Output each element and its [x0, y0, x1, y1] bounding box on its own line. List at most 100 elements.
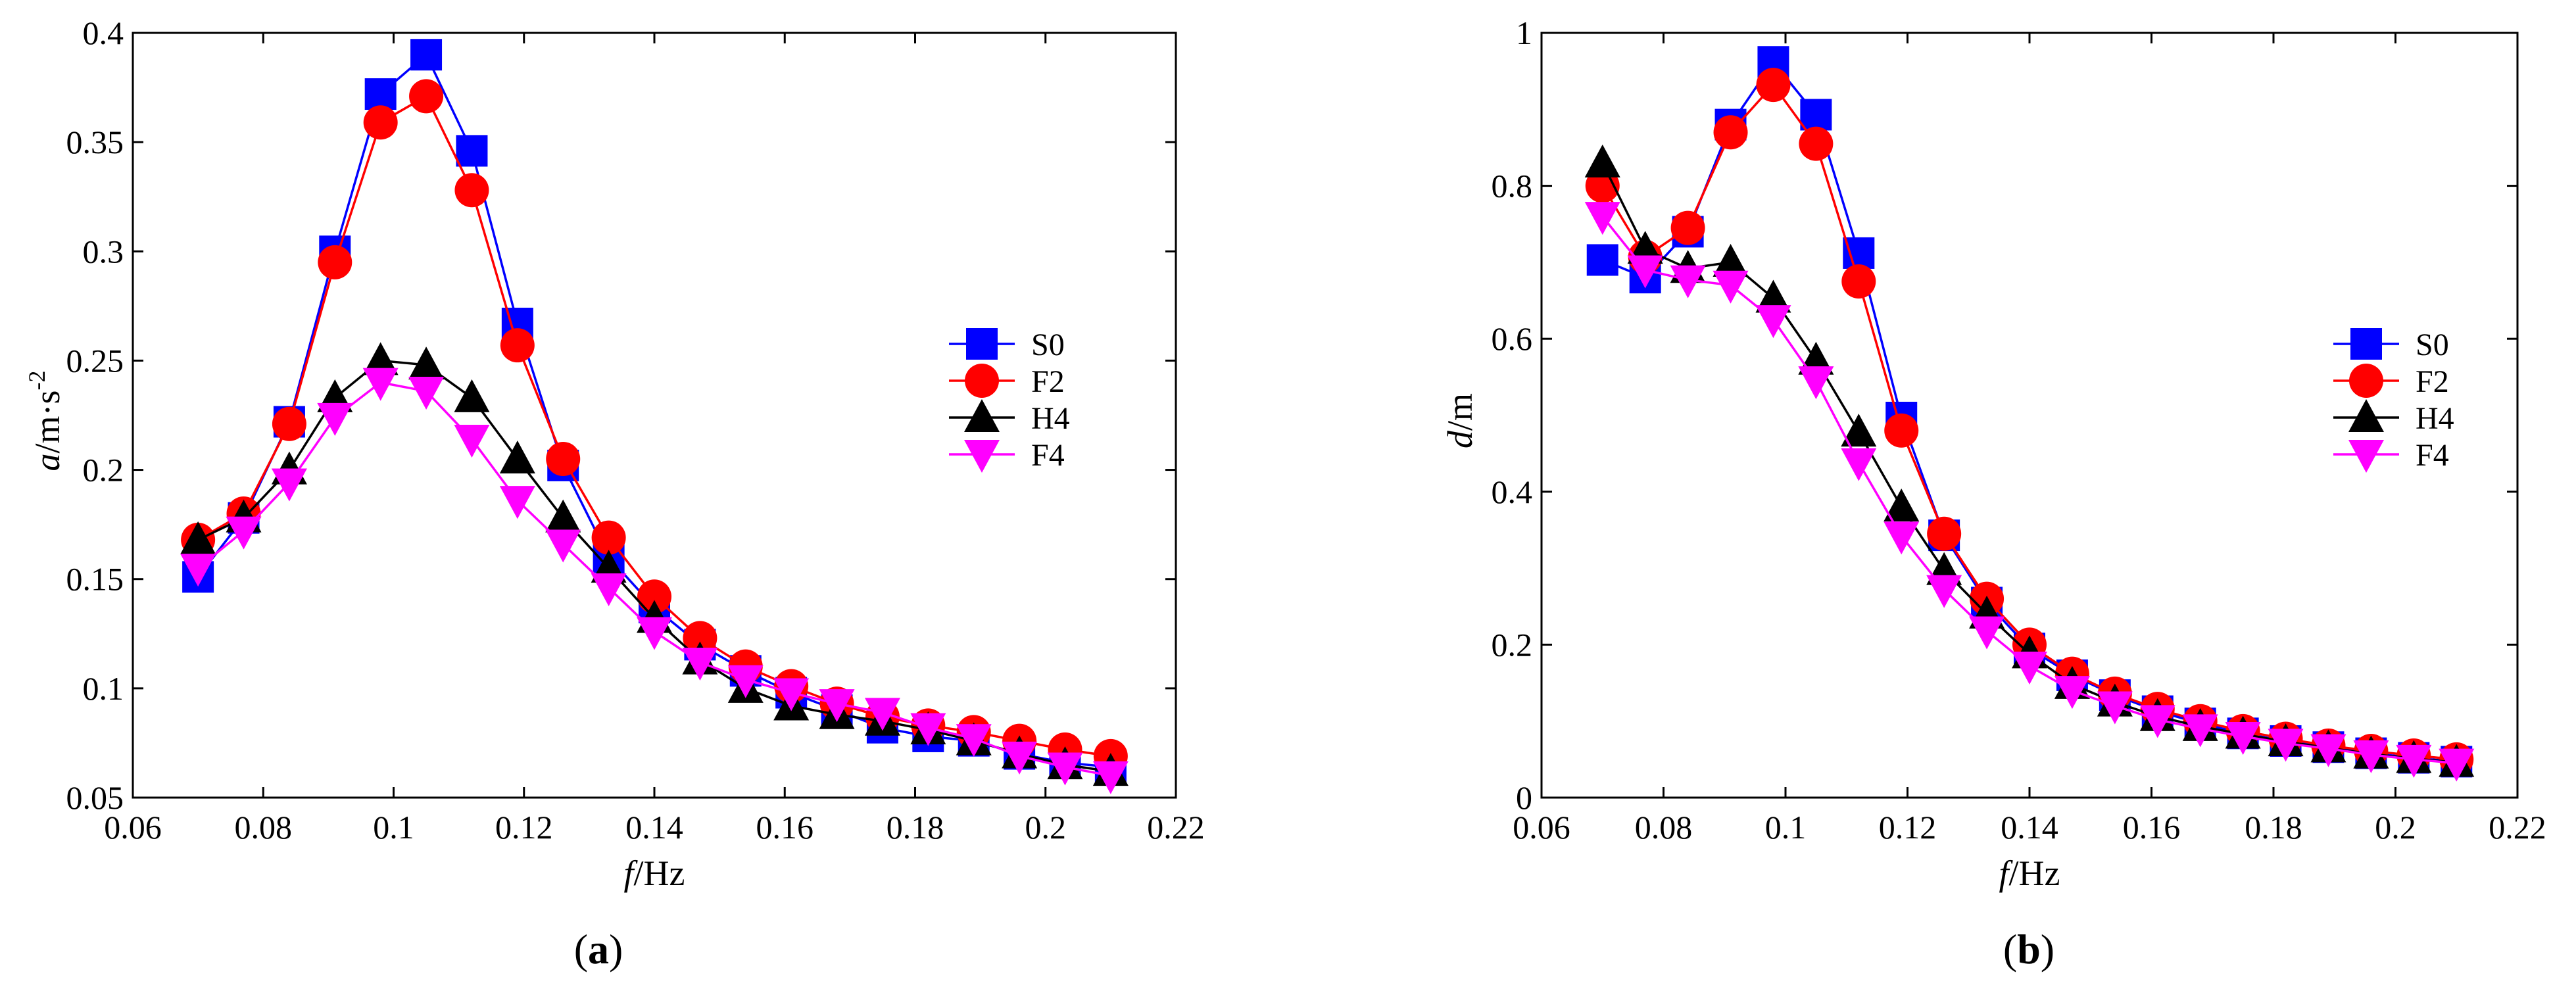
marker-S0-5	[410, 39, 443, 71]
marker-F2-legend	[2349, 364, 2383, 398]
marker-F4-19	[2396, 744, 2432, 778]
series-F4	[180, 368, 1129, 794]
marker-F4-15	[864, 698, 900, 731]
x-axis-label: f/Hz	[1999, 853, 2060, 893]
x-axis-label: f/Hz	[624, 853, 685, 893]
marker-F4-4	[1755, 305, 1791, 339]
marker-H4-4	[1755, 279, 1791, 313]
marker-F4-3	[1713, 270, 1749, 304]
legend-label: F2	[2416, 364, 2449, 399]
marker-F4-17	[2310, 734, 2346, 767]
marker-F2-6	[454, 173, 489, 208]
legend-label: F4	[1031, 438, 1065, 473]
marker-F2-7	[1884, 413, 1919, 448]
marker-F4-5	[408, 376, 445, 410]
marker-F4-18	[2353, 740, 2389, 773]
marker-F4-2	[1670, 265, 1706, 299]
marker-H4-8	[545, 499, 581, 533]
marker-H4-6	[1841, 414, 1877, 447]
marker-F2-10	[637, 579, 671, 614]
marker-F4-3	[317, 402, 353, 436]
marker-F4-16	[910, 713, 946, 746]
chart-panel-b: 0.06 0.08 0.1 0.12 0.14 0.16 0.18 0.2 0.22 0 0.2 0.…	[1440, 14, 2546, 973]
x-tick-label: 0.1	[373, 809, 414, 846]
legend-label: H4	[1031, 401, 1070, 436]
y-tick-label: 0.15	[66, 561, 124, 598]
marker-H4-0	[1584, 144, 1620, 178]
marker-S0-legend	[966, 328, 998, 360]
x-tick-label: 0.08	[1635, 809, 1693, 846]
marker-F2-9	[591, 520, 626, 555]
legend-label: F4	[2416, 438, 2449, 473]
marker-F2-8	[546, 441, 581, 476]
legend-item-F2: F2	[949, 364, 1065, 399]
marker-F4-1	[226, 516, 262, 550]
marker-F4-15	[2225, 721, 2261, 755]
y-tick-label: 0.2	[83, 452, 124, 489]
marker-F4-1	[1627, 255, 1663, 289]
marker-F4-20	[2439, 748, 2475, 782]
series-F4	[1584, 202, 2475, 782]
y-tick-label: 0	[1516, 779, 1532, 816]
marker-F4-12	[2097, 691, 2133, 725]
x-tick-label: 0.14	[2001, 809, 2058, 846]
marker-F4-16	[2268, 729, 2304, 762]
legend-item-H4: H4	[949, 399, 1070, 436]
marker-F4-6	[1841, 448, 1877, 481]
marker-H4-legend	[2348, 399, 2384, 432]
marker-F4-11	[2054, 676, 2090, 709]
marker-F4-14	[2182, 714, 2218, 748]
marker-F4-4	[362, 368, 399, 401]
marker-S0-0	[1586, 244, 1618, 276]
y-tick-label: 0.2	[1492, 626, 1533, 663]
marker-F2-3	[1713, 115, 1748, 150]
x-tick-label: 0.12	[495, 809, 553, 846]
marker-F4-8	[1926, 575, 1962, 608]
marker-F4-10	[637, 617, 672, 650]
marker-H4-5	[408, 347, 445, 380]
y-tick-label: 0.4	[1492, 473, 1533, 510]
marker-S0-5	[1800, 99, 1832, 131]
marker-F4-7	[1883, 521, 1920, 555]
marker-H4-7	[1883, 489, 1920, 522]
legend-item-F2: F2	[2333, 364, 2449, 399]
marker-F4-14	[819, 689, 855, 723]
y-tick-label: 0.6	[1492, 320, 1533, 357]
x-tick-label: 0.14	[625, 809, 683, 846]
marker-F2-11	[683, 621, 717, 656]
x-tick-label: 0.18	[887, 809, 944, 846]
marker-F2-4	[363, 105, 398, 140]
y-tick-label: 0.8	[1492, 168, 1533, 204]
y-tick-label: 0.25	[66, 342, 124, 379]
legend-item-S0: S0	[949, 327, 1065, 362]
legend-label: F2	[1031, 364, 1065, 399]
marker-F4-6	[454, 425, 490, 458]
marker-S0-6	[456, 135, 488, 167]
legend-item-S0: S0	[2333, 327, 2449, 362]
marker-F4-9	[1969, 616, 2005, 650]
x-tick-label: 0.22	[1147, 809, 1205, 846]
y-axis-label: d/m	[1440, 393, 1480, 448]
x-tick-label: 0.12	[1879, 809, 1937, 846]
panel-caption: (a)	[574, 926, 623, 973]
marker-F4-5	[1798, 366, 1834, 400]
x-tick-label: 0.18	[2245, 809, 2302, 846]
x-tick-label: 0.1	[1765, 809, 1807, 846]
legend-label: S0	[2416, 327, 2449, 362]
marker-F2-7	[500, 328, 535, 363]
marker-F4-legend	[2348, 440, 2384, 473]
chart-panel-a: 0.06 0.08 0.1 0.12 0.14 0.16 0.18 0.2 0.22 0.05 0.…	[24, 14, 1205, 973]
marker-F2-4	[1756, 68, 1791, 103]
marker-F2-8	[1927, 516, 1962, 551]
x-tick-label: 0.08	[235, 809, 293, 846]
marker-H4-6	[454, 379, 490, 412]
marker-F4-12	[727, 665, 764, 698]
x-tick-label: 0.2	[2375, 809, 2416, 846]
marker-F4-13	[773, 678, 810, 711]
marker-F4-7	[499, 486, 535, 519]
marker-F4-legend	[964, 440, 1000, 473]
y-tick-label: 0.35	[66, 124, 124, 160]
